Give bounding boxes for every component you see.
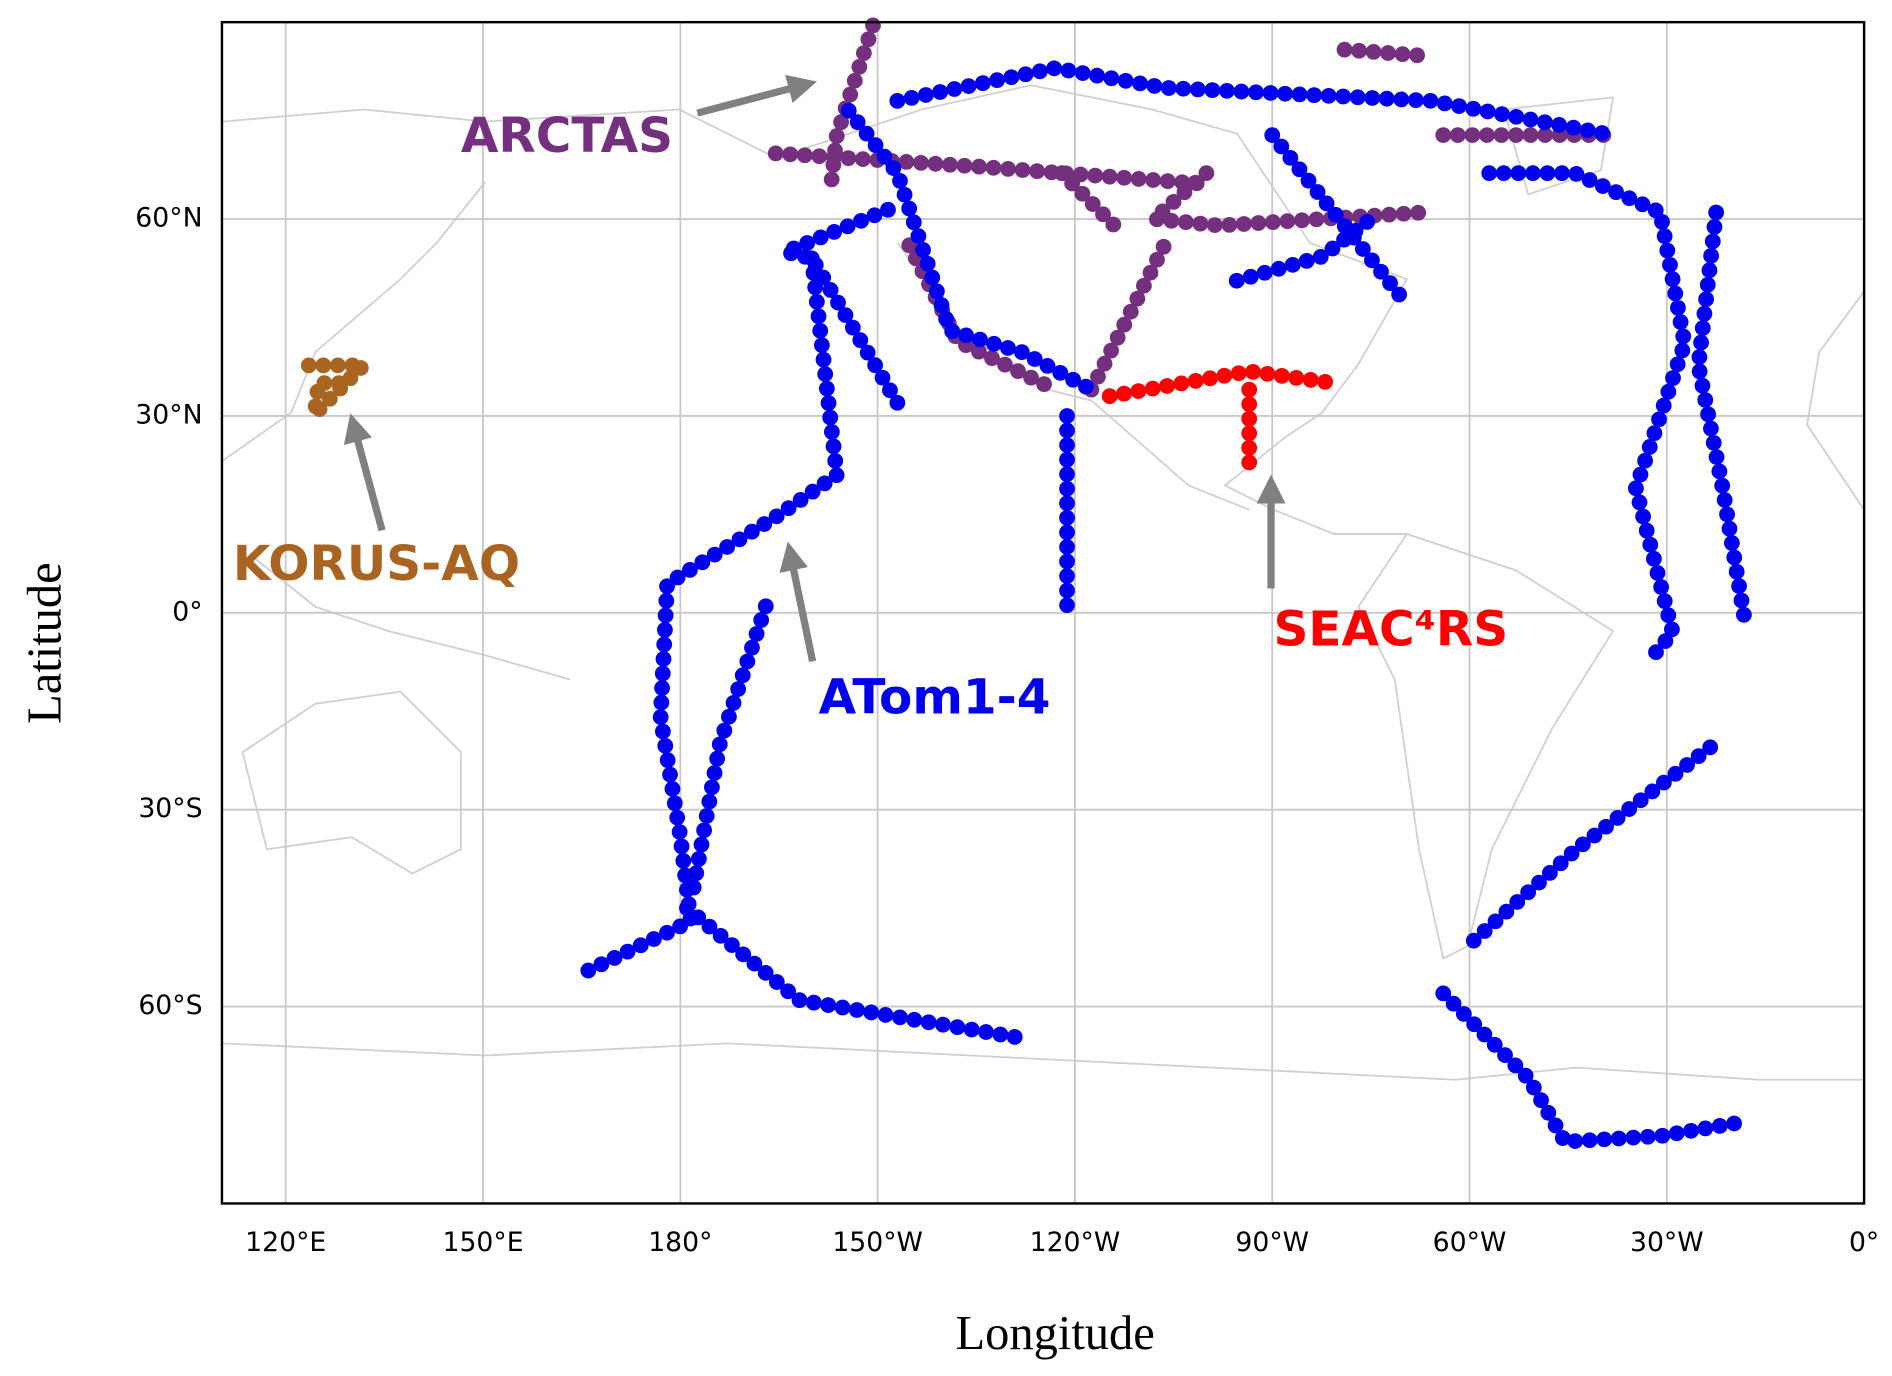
y-tick-label: 60°S [138,990,202,1021]
ticks: 120°E 150°E 180° 150°W 120°W 90°W 60°W 30°W 0° 60… [135,203,1879,1258]
x-tick-label: 60°W [1433,1227,1507,1258]
plot-frame [220,20,1866,1205]
campaign-label: ATom1-4 [819,669,1051,725]
x-tick-label: 30°W [1630,1227,1704,1258]
x-tick-label: 150°W [832,1227,923,1258]
y-tick-label: 30°N [135,399,202,430]
x-tick-label: 0° [1849,1227,1879,1258]
x-tick-label: 150°E [442,1227,523,1258]
campaign-label: SEAC⁴RS [1273,602,1508,658]
y-axis-label: Latitude [19,562,72,724]
arrow [343,413,386,532]
y-tick-label: 60°N [135,203,202,234]
y-tick-label: 30°S [138,793,202,824]
arrow [779,541,817,663]
flight-track [300,357,372,422]
campaign-label: KORUS-AQ [233,536,520,592]
y-tick-label: 0° [172,596,202,627]
campaign-label: ARCTAS [461,108,673,164]
tracks [300,17,1754,1150]
arrow [696,74,817,117]
x-tick-label: 120°E [245,1227,326,1258]
x-axis-label: Longitude [955,1307,1154,1360]
x-tick-label: 120°W [1030,1227,1121,1258]
flight-track [1101,363,1342,483]
flight-track [767,17,1621,398]
x-tick-label: 90°W [1235,1227,1309,1258]
flight-track [573,60,1754,1150]
x-tick-label: 180° [648,1227,712,1258]
